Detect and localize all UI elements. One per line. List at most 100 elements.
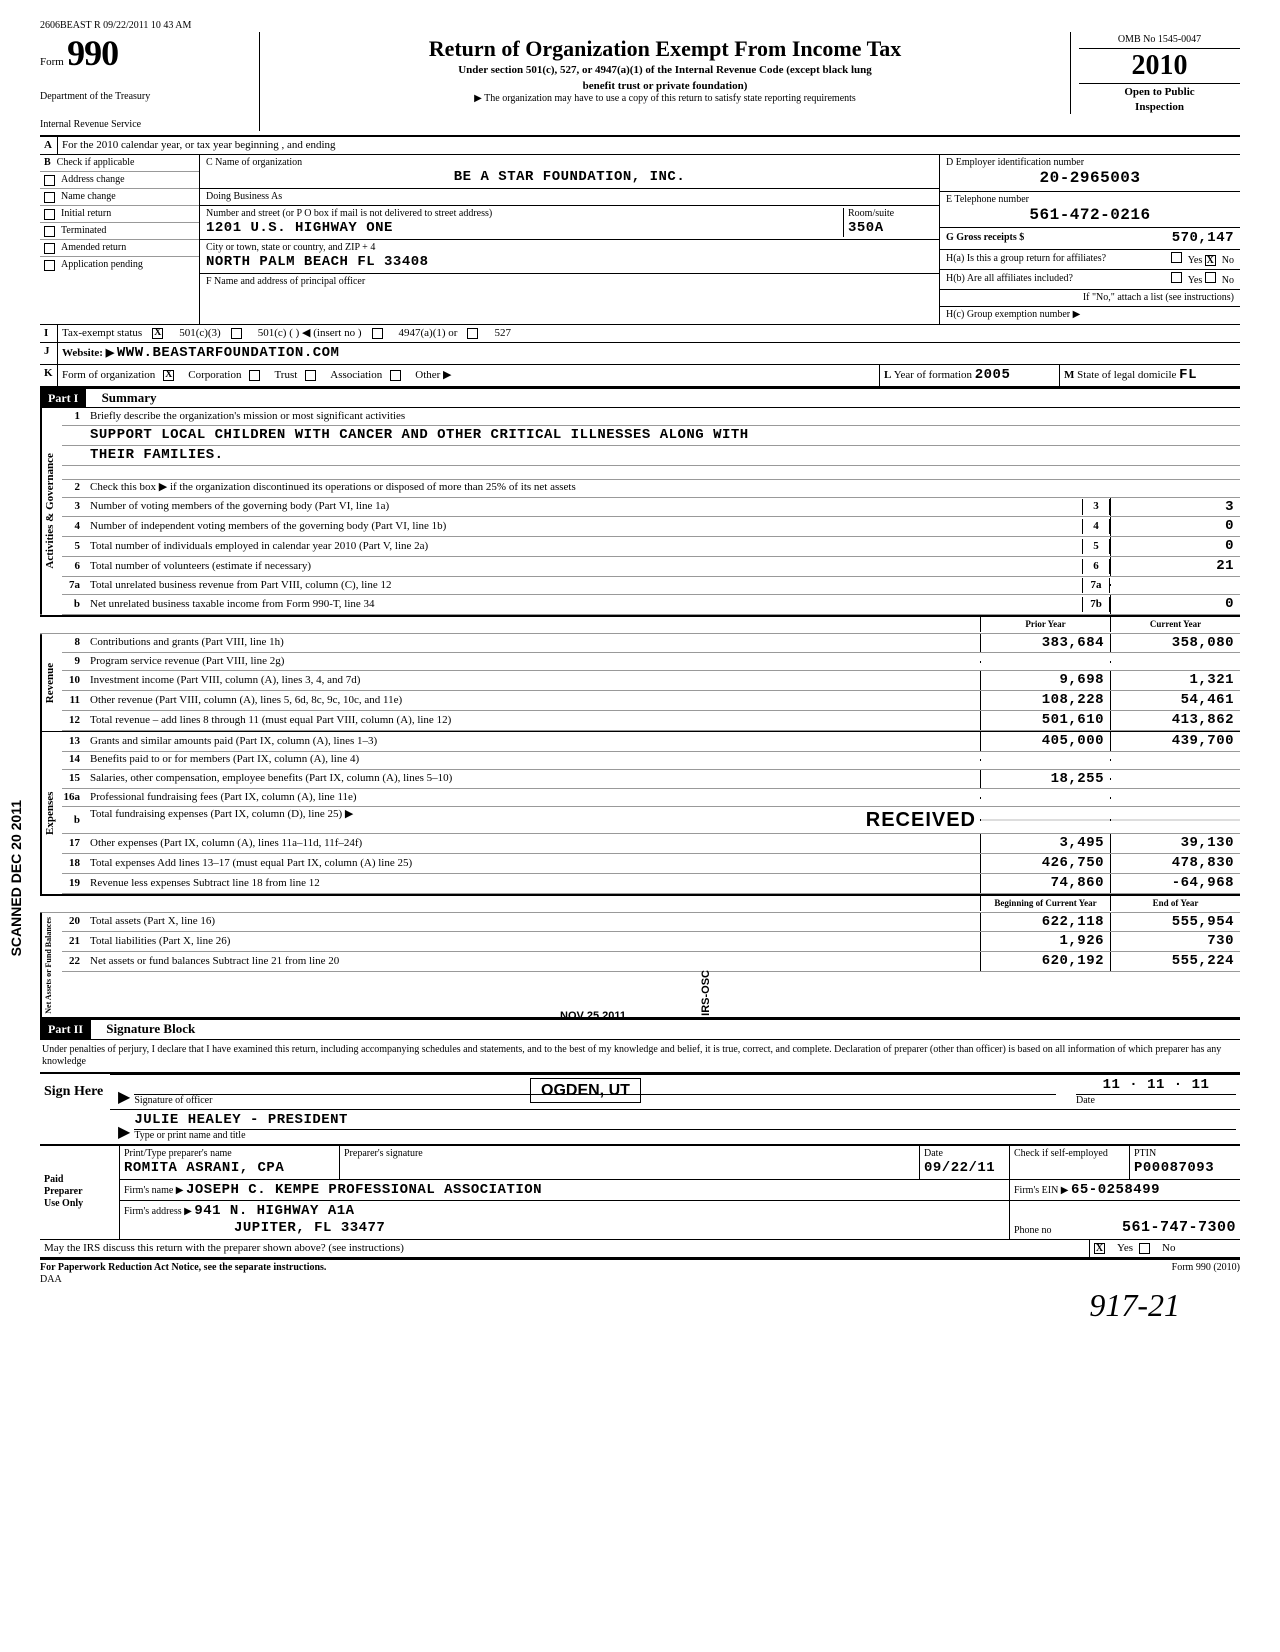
num-12: 12 [62, 714, 86, 727]
firm-addr-label: Firm's address ▶ [124, 1206, 192, 1217]
line-5-text: Total number of individuals employed in … [86, 539, 1082, 554]
prior-22: 620,192 [980, 952, 1110, 971]
part-ii-header: Part II [40, 1020, 91, 1038]
line-17-text: Other expenses (Part IX, column (A), lin… [86, 836, 980, 851]
perjury-declaration: Under penalties of perjury, I declare th… [40, 1040, 1240, 1072]
checkbox-terminated[interactable] [44, 226, 55, 237]
num-14: 14 [62, 753, 86, 766]
part-i-title: Summary [102, 390, 157, 405]
part-i-header: Part I [40, 389, 86, 407]
current-11: 54,461 [1110, 691, 1240, 710]
checkbox-corp[interactable]: X [163, 370, 174, 381]
num-21: 21 [62, 935, 86, 948]
current-8: 358,080 [1110, 634, 1240, 653]
firm-addr-1: 941 N. HIGHWAY A1A [194, 1203, 354, 1219]
current-15 [1110, 778, 1240, 780]
checkbox-501c3[interactable]: X [152, 328, 163, 339]
prior-12: 501,610 [980, 711, 1110, 730]
num-16b: b [62, 814, 86, 827]
street-address: 1201 U.S. HIGHWAY ONE [206, 220, 843, 237]
main-title: Return of Organization Exempt From Incom… [268, 36, 1062, 62]
e-label: E Telephone number [946, 194, 1029, 206]
k-label: Form of organization [62, 369, 155, 382]
current-9 [1110, 661, 1240, 663]
checkbox-discuss-no[interactable] [1139, 1243, 1150, 1254]
line-6-text: Total number of volunteers (estimate if … [86, 559, 1082, 574]
hb-yes: Yes [1188, 275, 1203, 286]
subtitle-2: benefit trust or private foundation) [268, 80, 1062, 93]
g-label: G Gross receipts $ [946, 232, 1024, 244]
city-label: City or town, state or country, and ZIP … [206, 242, 933, 254]
num-7a: 7a [62, 579, 86, 592]
l-label: Year of formation [894, 369, 972, 381]
opt-other: Other ▶ [415, 369, 451, 382]
val-3: 3 [1110, 498, 1240, 517]
checkbox-4947[interactable] [372, 328, 383, 339]
label-b: B [44, 157, 51, 169]
opt-501c: 501(c) ( ) ◀ (insert no ) [258, 327, 362, 340]
current-20: 555,954 [1110, 913, 1240, 932]
checkbox-hb-no[interactable] [1205, 272, 1216, 283]
website: WWW.BEASTARFOUNDATION.COM [117, 345, 340, 361]
check-application-pending: Application pending [61, 259, 143, 271]
checkbox-trust[interactable] [249, 370, 260, 381]
prior-15: 18,255 [980, 770, 1110, 789]
current-19: -64,968 [1110, 874, 1240, 893]
f-label: F Name and address of principal officer [200, 274, 939, 324]
prior-14 [980, 759, 1110, 761]
prep-sig-label: Preparer's signature [340, 1146, 920, 1179]
side-expenses: Expenses [40, 732, 62, 894]
checkbox-amended[interactable] [44, 243, 55, 254]
checkbox-other[interactable] [390, 370, 401, 381]
checkbox-name-change[interactable] [44, 192, 55, 203]
line-7a-text: Total unrelated business revenue from Pa… [86, 578, 1082, 593]
prior-16a [980, 797, 1110, 799]
open-public-2: Inspection [1079, 99, 1240, 114]
checkbox-address-change[interactable] [44, 175, 55, 186]
box-7a: 7a [1082, 578, 1110, 593]
firm-name: JOSEPH C. KEMPE PROFESSIONAL ASSOCIATION [186, 1182, 542, 1198]
mission-1: SUPPORT LOCAL CHILDREN WITH CANCER AND O… [86, 426, 1240, 445]
form-label: Form [40, 56, 64, 68]
discuss-no: No [1162, 1242, 1175, 1255]
firm-phone: 561-747-7300 [1122, 1219, 1236, 1237]
checkbox-527[interactable] [467, 328, 478, 339]
side-net-assets: Net Assets or Fund Balances [40, 913, 62, 1018]
checkbox-discuss-yes[interactable]: X [1094, 1243, 1105, 1254]
checkbox-application-pending[interactable] [44, 260, 55, 271]
prior-10: 9,698 [980, 671, 1110, 690]
line-16a-text: Professional fundraising fees (Part IX, … [86, 790, 980, 805]
checkbox-ha-no[interactable]: X [1205, 255, 1216, 266]
check-initial-return: Initial return [61, 208, 111, 220]
checkbox-ha-yes[interactable] [1171, 252, 1182, 263]
line-3-text: Number of voting members of the governin… [86, 499, 1082, 514]
tax-year: 2010 [1079, 49, 1240, 83]
prior-13: 405,000 [980, 732, 1110, 751]
line-18-text: Total expenses Add lines 13–17 (must equ… [86, 856, 980, 871]
subtitle-1: Under section 501(c), 527, or 4947(a)(1)… [268, 64, 1062, 77]
top-stamp: 2606BEAST R 09/22/2011 10 43 AM [40, 20, 1240, 32]
check-terminated: Terminated [61, 225, 106, 237]
val-6: 21 [1110, 557, 1240, 576]
checkbox-assoc[interactable] [305, 370, 316, 381]
prior-18: 426,750 [980, 854, 1110, 873]
self-employed-label: Check if self-employed [1010, 1146, 1130, 1179]
side-scan-stamp: SCANNED DEC 20 2011 [8, 800, 25, 956]
num-6: 6 [62, 560, 86, 573]
line-2-text: Check this box ▶ if the organization dis… [86, 480, 1240, 495]
checkbox-initial-return[interactable] [44, 209, 55, 220]
col-current: Current Year [1110, 617, 1240, 632]
checkbox-501c[interactable] [231, 328, 242, 339]
city-state-zip: NORTH PALM BEACH FL 33408 [206, 254, 933, 271]
current-10: 1,321 [1110, 671, 1240, 690]
c-label: C Name of organization [206, 157, 933, 169]
box-7b: 7b [1082, 597, 1110, 612]
checkbox-hb-yes[interactable] [1171, 272, 1182, 283]
stamp-ogden: OGDEN, UT [530, 1078, 641, 1103]
line-10-text: Investment income (Part VIII, column (A)… [86, 673, 980, 688]
preparer-name: ROMITA ASRANI, CPA [124, 1160, 335, 1177]
line-13-text: Grants and similar amounts paid (Part IX… [86, 734, 980, 749]
num-11: 11 [62, 694, 86, 707]
arrow-icon: ▶ [118, 1088, 130, 1107]
form-header: Form 990 Department of the Treasury Inte… [40, 32, 1240, 137]
